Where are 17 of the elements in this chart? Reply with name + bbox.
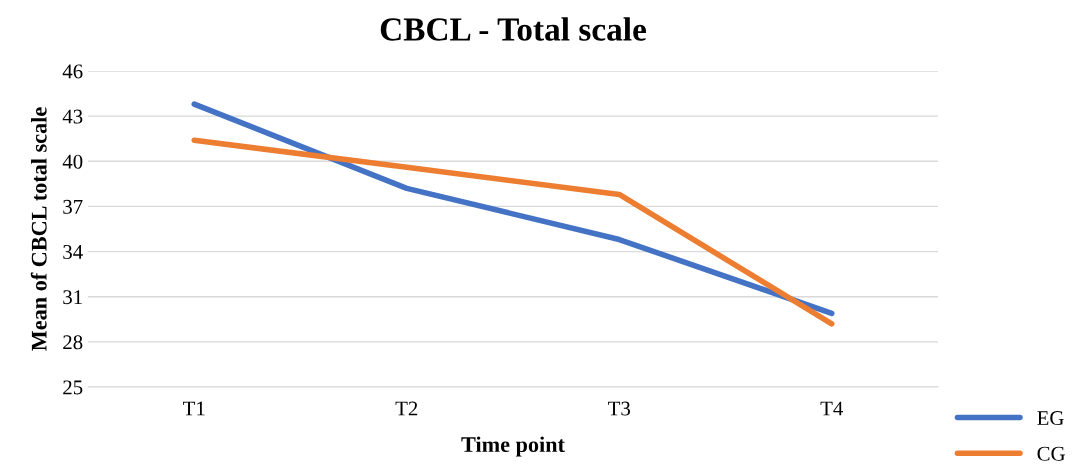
y-tick-label: 31 [63, 290, 82, 305]
y-axis-title: Mean of CBCL total scale [30, 107, 47, 351]
x-tick-label: T1 [183, 401, 205, 416]
y-tick-label: 43 [62, 109, 83, 124]
legend-label: CG [1037, 446, 1065, 461]
chart-title: CBCL - Total scale [380, 17, 646, 41]
legend-label: EG [1037, 411, 1064, 426]
x-tick-label: T3 [608, 401, 631, 416]
y-tick-label: 40 [62, 154, 83, 169]
y-tick-label: 25 [63, 380, 83, 395]
x-tick-label: T4 [820, 401, 843, 416]
y-tick-label: 28 [63, 335, 83, 350]
y-tick-label: 34 [63, 245, 83, 259]
y-tick-label: 46 [62, 64, 83, 79]
x-axis-title: Time point [461, 436, 565, 457]
x-tick-label: T2 [395, 401, 418, 416]
y-tick-label: 37 [63, 199, 83, 214]
